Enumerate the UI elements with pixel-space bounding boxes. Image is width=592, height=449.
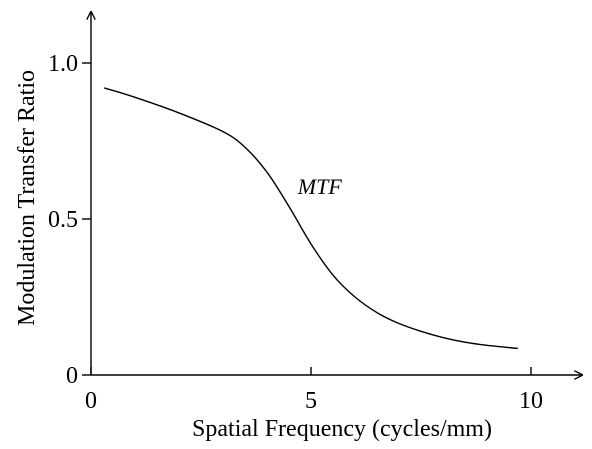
series-line-mtf (103, 87, 518, 350)
series-group: MTF (103, 87, 518, 350)
y-axis-label: Modulation Transfer Ratio (14, 70, 40, 326)
x-axis-label: Spatial Frequency (cycles/mm) (192, 416, 492, 442)
x-tick-label: 0 (85, 388, 97, 414)
x-tick-label: 10 (519, 388, 543, 414)
series-label: MTF (297, 174, 343, 199)
axis-ticks: 0 5 10 0 0.5 1.0 (48, 51, 543, 414)
x-tick-label: 5 (305, 388, 317, 414)
y-tick-label: 0 (66, 363, 78, 389)
y-tick-label: 1.0 (48, 51, 78, 77)
y-tick-label: 0.5 (48, 207, 78, 233)
